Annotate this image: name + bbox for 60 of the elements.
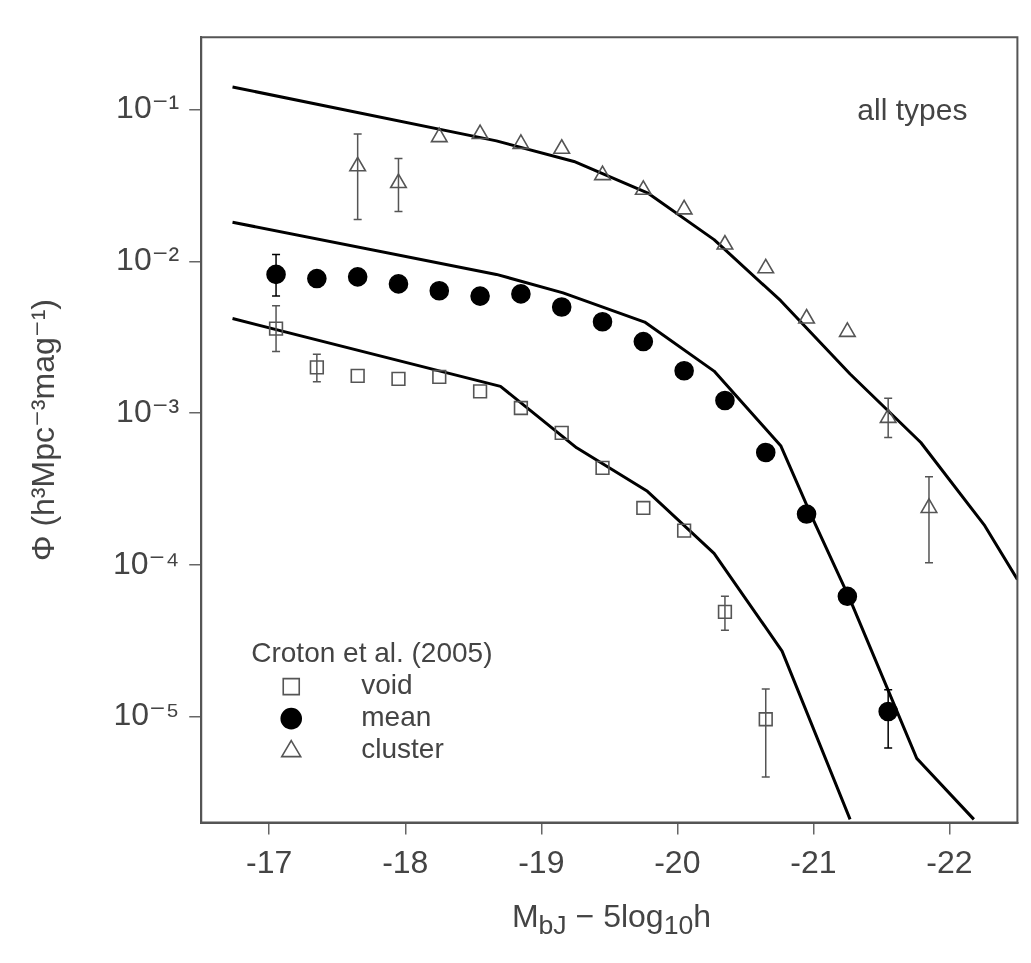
point [472,384,488,399]
point [551,297,572,317]
point [430,127,448,143]
point [757,258,775,274]
point [470,286,490,306]
point [471,124,489,140]
y-tick-label: 10⁻² [116,241,180,278]
point [676,523,692,538]
point [717,604,733,619]
y-axis-title: Φ (h³Mpc⁻³mag⁻¹) [24,298,62,563]
legend-title: Croton et al. (2005) [251,637,493,669]
y-tick-label: 10⁻³ [116,392,180,429]
x-axis-title: M$_{bJ}$ − 5log$_{10}$h [510,898,713,942]
point [634,180,652,196]
legend-label: mean [361,701,432,733]
point [553,138,571,155]
y-tick-label: 10⁻⁴ [113,544,180,581]
y-tick-label: 10⁻⁵ [113,696,180,733]
x-tick-label: -17 [246,843,293,880]
x-tick-label: -21 [790,843,837,880]
point [797,308,816,324]
point [513,400,529,416]
point [715,390,735,411]
point [592,311,613,332]
point [837,586,858,607]
y-tick-label: 10⁻¹ [116,89,180,126]
point [511,284,531,304]
point [389,173,408,189]
point [391,371,406,387]
point [920,498,938,514]
point [595,460,610,476]
point [554,425,569,441]
x-tick-label: -20 [654,843,701,880]
legend-label: void [361,669,413,701]
point [758,712,773,727]
point [716,234,734,250]
point [879,408,897,424]
point [307,268,327,289]
point [755,442,776,463]
point [309,360,325,375]
point [347,267,368,287]
point [388,274,409,294]
point [429,280,450,301]
point [349,156,367,172]
point [674,360,694,381]
point [350,368,365,383]
x-tick-label: -19 [518,843,565,880]
x-tick-label: -22 [926,843,973,880]
annotation: all types [857,93,968,127]
legend-label: cluster [361,733,444,765]
point [838,322,856,338]
point [268,321,284,336]
point [633,331,654,352]
point [432,369,447,385]
point [593,165,612,181]
point [636,500,651,516]
point [675,199,693,215]
point [512,134,530,150]
x-tick-label: -18 [382,843,429,880]
point [796,504,817,524]
